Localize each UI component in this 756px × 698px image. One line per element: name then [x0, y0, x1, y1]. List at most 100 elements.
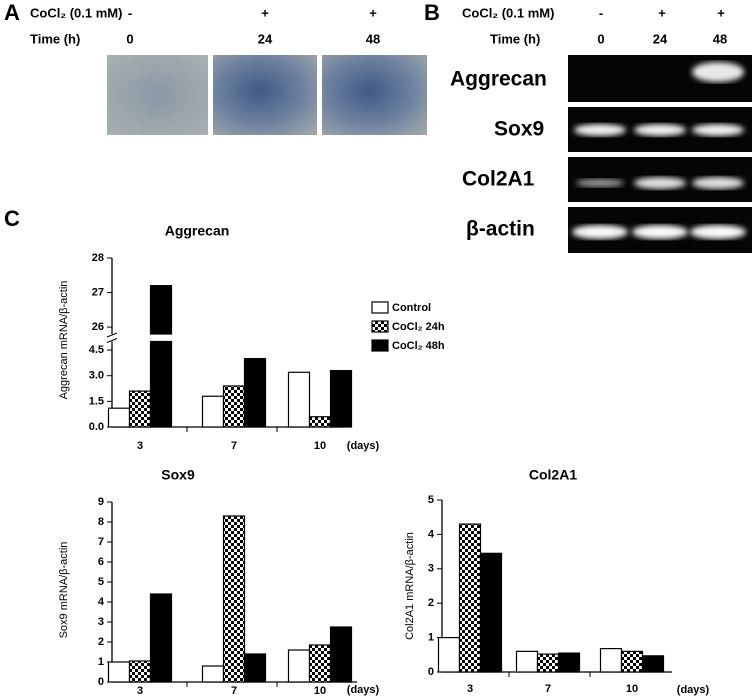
bar: [243, 653, 267, 683]
legend-label: CoCl₂ 48h: [392, 340, 445, 352]
y-tick-label: 1: [98, 656, 104, 668]
bar: [641, 655, 665, 673]
row-value: 0: [126, 31, 133, 46]
bar: [243, 358, 267, 428]
gel-label: Sox9: [494, 118, 544, 141]
y-tick-label: 27: [92, 286, 104, 298]
y-tick-label: 4.5: [89, 344, 104, 356]
bar: [536, 653, 560, 673]
legend-swatch: [371, 301, 389, 314]
x-tick-label: 7: [231, 685, 237, 697]
x-axis-label: (days): [677, 684, 710, 696]
row-value: 24: [653, 31, 668, 46]
gel-label: β-actin: [466, 218, 535, 241]
micrograph: [107, 55, 208, 135]
micrograph: [213, 55, 317, 135]
axis-break: [106, 332, 118, 338]
y-axis-label: Aggrecan mRNA/β-actin: [58, 281, 70, 400]
gel: [568, 55, 752, 253]
axis-break: [106, 338, 118, 343]
gel-label: Col2A1: [462, 168, 535, 191]
chart-title: Sox9: [161, 467, 195, 483]
x-tick-label: 3: [467, 683, 473, 695]
y-tick-label: 8: [98, 516, 104, 528]
y-tick-label: 0.0: [89, 421, 104, 433]
bar: [201, 665, 225, 683]
bar: [557, 652, 581, 673]
y-tick-label: 5: [98, 576, 104, 588]
y-tick-label: 1.5: [89, 395, 104, 407]
y-axis-label: Sox9 mRNA/β-actin: [58, 542, 70, 639]
bar: [222, 385, 246, 428]
x-tick-label: 10: [314, 685, 326, 697]
y-tick-label: 3: [428, 563, 434, 575]
y-tick-label: 2: [98, 636, 104, 648]
bar: [437, 636, 461, 673]
row-value: 48: [713, 31, 727, 46]
bar: [287, 649, 311, 683]
x-tick-label: 10: [626, 683, 638, 695]
legend-label: CoCl₂ 24h: [392, 321, 445, 333]
micrograph: [322, 55, 427, 135]
row-value: +: [369, 5, 377, 20]
legend-swatch: [371, 339, 389, 352]
row-label: Time (h): [490, 31, 540, 46]
y-tick-label: 28: [92, 252, 104, 264]
bar: [128, 660, 152, 683]
bar: [287, 371, 311, 428]
y-tick-label: 2: [428, 597, 434, 609]
row-value: 24: [258, 31, 273, 46]
panel-letter: B: [424, 0, 440, 25]
row-value: 0: [597, 31, 604, 46]
y-tick-label: 4: [428, 528, 435, 540]
gel-label: Aggrecan: [450, 68, 547, 91]
x-tick-label: 7: [545, 683, 551, 695]
bar: [308, 644, 332, 683]
bar: [329, 369, 353, 428]
row-value: +: [658, 5, 666, 20]
row-value: +: [717, 5, 725, 20]
panel-letter: A: [4, 0, 20, 25]
row-value: +: [261, 5, 269, 20]
row-value: -: [128, 5, 132, 20]
y-tick-label: 1: [428, 632, 434, 644]
bar: [222, 515, 246, 683]
y-tick-label: 0: [98, 676, 104, 688]
bar: [308, 416, 332, 428]
row-value: 48: [366, 31, 380, 46]
bar: [149, 593, 173, 683]
y-tick-label: 0: [428, 666, 434, 678]
bar: [620, 650, 644, 673]
y-tick-label: 9: [98, 496, 104, 508]
chart-title: Col2A1: [529, 467, 577, 483]
y-tick-label: 4: [98, 596, 105, 608]
bar: [107, 661, 131, 683]
row-label: CoCl₂ (0.1 mM): [30, 5, 122, 20]
bar: [128, 390, 152, 428]
legend-swatch: [371, 320, 389, 333]
y-axis-label: Col2A1 mRNA/β-actin: [404, 532, 416, 640]
x-tick-label: 10: [314, 440, 326, 452]
panel-letter: C: [4, 206, 20, 231]
bar: [149, 285, 173, 335]
bar: [479, 552, 503, 673]
bar: [149, 340, 173, 428]
bar: [515, 650, 539, 673]
bar: [458, 523, 482, 673]
y-tick-label: 6: [98, 556, 104, 568]
row-value: -: [599, 5, 603, 20]
bar: [107, 407, 131, 428]
y-tick-label: 3.0: [89, 370, 104, 382]
bar: [201, 395, 225, 428]
y-tick-label: 26: [92, 321, 104, 333]
x-tick-label: 3: [137, 440, 143, 452]
y-tick-label: 7: [98, 536, 104, 548]
bar: [329, 626, 353, 683]
row-label: CoCl₂ (0.1 mM): [462, 5, 554, 20]
x-tick-label: 3: [137, 685, 143, 697]
y-tick-label: 5: [428, 494, 434, 506]
x-axis-label: (days): [347, 684, 380, 696]
x-axis-label: (days): [347, 440, 380, 452]
chart-title: Aggrecan: [165, 223, 230, 239]
